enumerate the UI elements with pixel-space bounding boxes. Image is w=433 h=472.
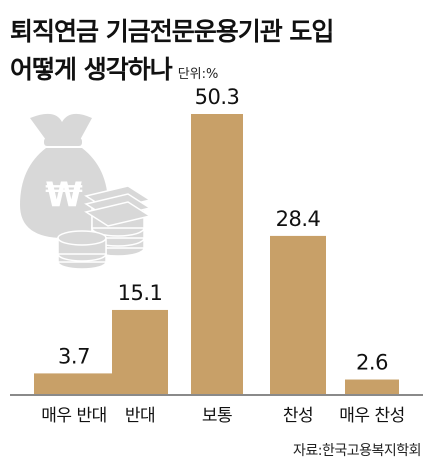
bar-4: [345, 379, 399, 394]
category-labels-group: 매우 반대 반대 보통 찬성 매우 찬성: [41, 406, 405, 426]
chart-title-text-1: 퇴직연금 기금전문운용기관 도입: [10, 17, 334, 46]
category-label-1: 반대: [125, 406, 155, 426]
value-label-4: 2.6: [356, 351, 388, 375]
value-label-1: 15.1: [118, 281, 163, 305]
bar-3: [270, 235, 326, 394]
source-note: 자료:한국고용복지학회: [292, 443, 422, 459]
value-label-0: 3.7: [58, 344, 90, 368]
won-symbol: ₩: [45, 175, 83, 215]
money-bag-and-coins-icon: [20, 113, 152, 270]
value-label-3: 28.4: [276, 207, 321, 231]
bar-0: [34, 373, 114, 394]
chart-title-line2: 어떻게 생각하나 단위:%: [10, 50, 218, 86]
category-label-0: 매우 반대: [41, 406, 106, 426]
bars-group: [34, 114, 399, 394]
category-label-2: 보통: [202, 406, 232, 426]
bar-2: [191, 114, 243, 394]
value-label-2: 50.3: [195, 85, 240, 109]
category-label-4: 매우 찬성: [339, 406, 404, 426]
value-labels-group: 3.7 15.1 50.3 28.4 2.6: [58, 85, 389, 375]
bar-1: [112, 309, 168, 394]
category-label-3: 찬성: [283, 406, 313, 426]
chart-title-text-2: 어떻게 생각하나: [10, 55, 173, 84]
chart-title-line1: 퇴직연금 기금전문운용기관 도입: [10, 12, 334, 48]
unit-label: 단위:%: [177, 67, 219, 82]
